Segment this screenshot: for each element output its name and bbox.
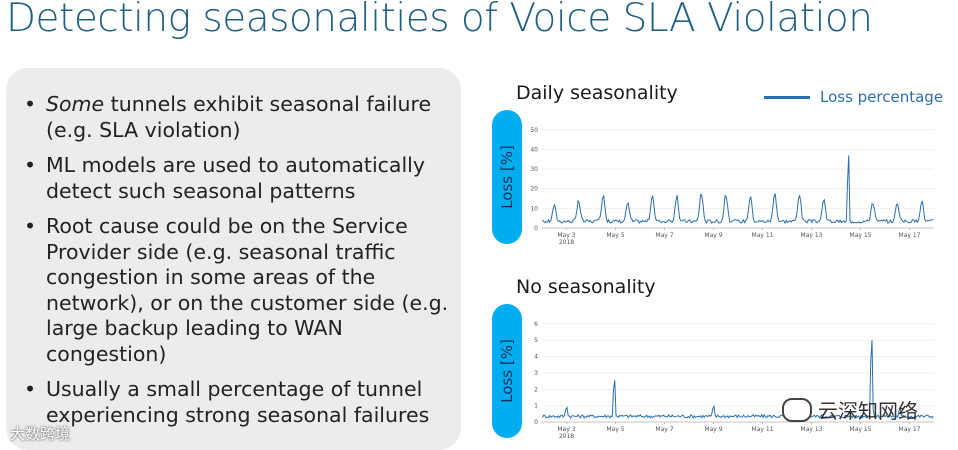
x-tick-label: May 5	[606, 426, 624, 433]
slide-title: Detecting seasonalities of Voice SLA Vio…	[6, 0, 873, 41]
x-tick-label: May 15	[850, 232, 872, 239]
bullet-item: • Root cause could be on the Service Pro…	[22, 214, 462, 367]
chart-title-none: No seasonality	[516, 276, 656, 298]
bullet-panel	[6, 68, 461, 450]
bullet-dot: •	[24, 92, 37, 116]
plot-area	[542, 120, 934, 228]
y-tick-label: 10	[530, 205, 538, 212]
y-tick-label: 20	[530, 186, 538, 193]
chart-title-daily: Daily seasonality	[516, 82, 678, 104]
x-tick-label: May 7	[655, 426, 673, 433]
bullet-text: Usually a small percentage of tunnel exp…	[46, 377, 430, 427]
x-tick-label: May 5	[606, 232, 624, 239]
bullet-dot: •	[24, 153, 37, 177]
bullet-emphasis: Some	[46, 92, 105, 116]
x-tick-label: 2018	[559, 239, 574, 246]
x-tick-label: May 13	[801, 426, 823, 433]
x-tick-label: May 11	[752, 426, 774, 433]
y-axis-label-pill: Loss [%]	[492, 110, 522, 244]
x-tick-label: May 17	[899, 426, 921, 433]
x-tick-label: May 17	[899, 232, 921, 239]
y-tick-label: 4	[534, 354, 538, 361]
bullet-item: • Usually a small percentage of tunnel e…	[22, 377, 462, 428]
legend-label: Loss percentage	[820, 88, 944, 106]
bullet-text: tunnels exhibit seasonal failure (e.g. S…	[46, 92, 432, 142]
y-axis-label-pill: Loss [%]	[492, 304, 522, 438]
x-tick-label: May 9	[704, 232, 722, 239]
y-tick-label: 30	[530, 166, 538, 173]
x-tick-label: May 9	[704, 426, 722, 433]
bullet-item: • ML models are used to automatically de…	[22, 153, 462, 204]
bullet-list: • Some tunnels exhibit seasonal failure …	[22, 92, 462, 438]
chart-legend: Loss percentage	[764, 88, 943, 106]
wechat-logo-icon	[782, 397, 812, 422]
y-tick-label: 1	[534, 403, 538, 410]
x-tick-label: May 15	[850, 426, 872, 433]
watermark-right-text: 云深知网络	[818, 399, 918, 423]
y-tick-label: 2	[534, 386, 538, 393]
bullet-text: ML models are used to automatically dete…	[46, 153, 425, 203]
x-tick-label: May 3	[557, 232, 575, 239]
y-tick-label: 0	[534, 419, 538, 426]
series-line-loss-percentage	[542, 340, 934, 419]
x-tick-label: May 13	[801, 232, 823, 239]
bullet-dot: •	[24, 214, 37, 238]
series-line-loss-percentage	[542, 155, 934, 225]
plot-area	[542, 314, 934, 422]
watermark-left: 大数跨境	[10, 425, 71, 443]
bullet-dot: •	[24, 377, 37, 401]
y-tick-label: 40	[530, 146, 538, 153]
chart-none: 0 1 2 3 4 5 6 May 3 2018 May 5 May 7 May 9 May 11 May…	[524, 308, 942, 440]
y-tick-label: 5	[534, 337, 538, 344]
x-tick-label: 2018	[559, 433, 574, 440]
x-tick-label: May 3	[557, 426, 575, 433]
bullet-text: Root cause could be on the Service Provi…	[46, 214, 449, 366]
chart-daily: 0 10 20 30 40 50 May 3 2018 May 5 May 7 May 9 May 1…	[524, 114, 942, 246]
y-tick-label: 3	[534, 370, 538, 377]
y-tick-label: 6	[534, 321, 538, 328]
y-tick-label: 0	[534, 225, 538, 232]
y-axis-label: Loss [%]	[498, 339, 517, 403]
watermark-right: 云深知网络	[782, 395, 918, 424]
bullet-item: • Some tunnels exhibit seasonal failure …	[22, 92, 462, 143]
x-tick-label: May 11	[752, 232, 774, 239]
y-tick-label: 50	[530, 127, 538, 134]
y-axis-label: Loss [%]	[498, 145, 517, 209]
legend-swatch	[764, 95, 810, 99]
x-tick-label: May 7	[655, 232, 673, 239]
